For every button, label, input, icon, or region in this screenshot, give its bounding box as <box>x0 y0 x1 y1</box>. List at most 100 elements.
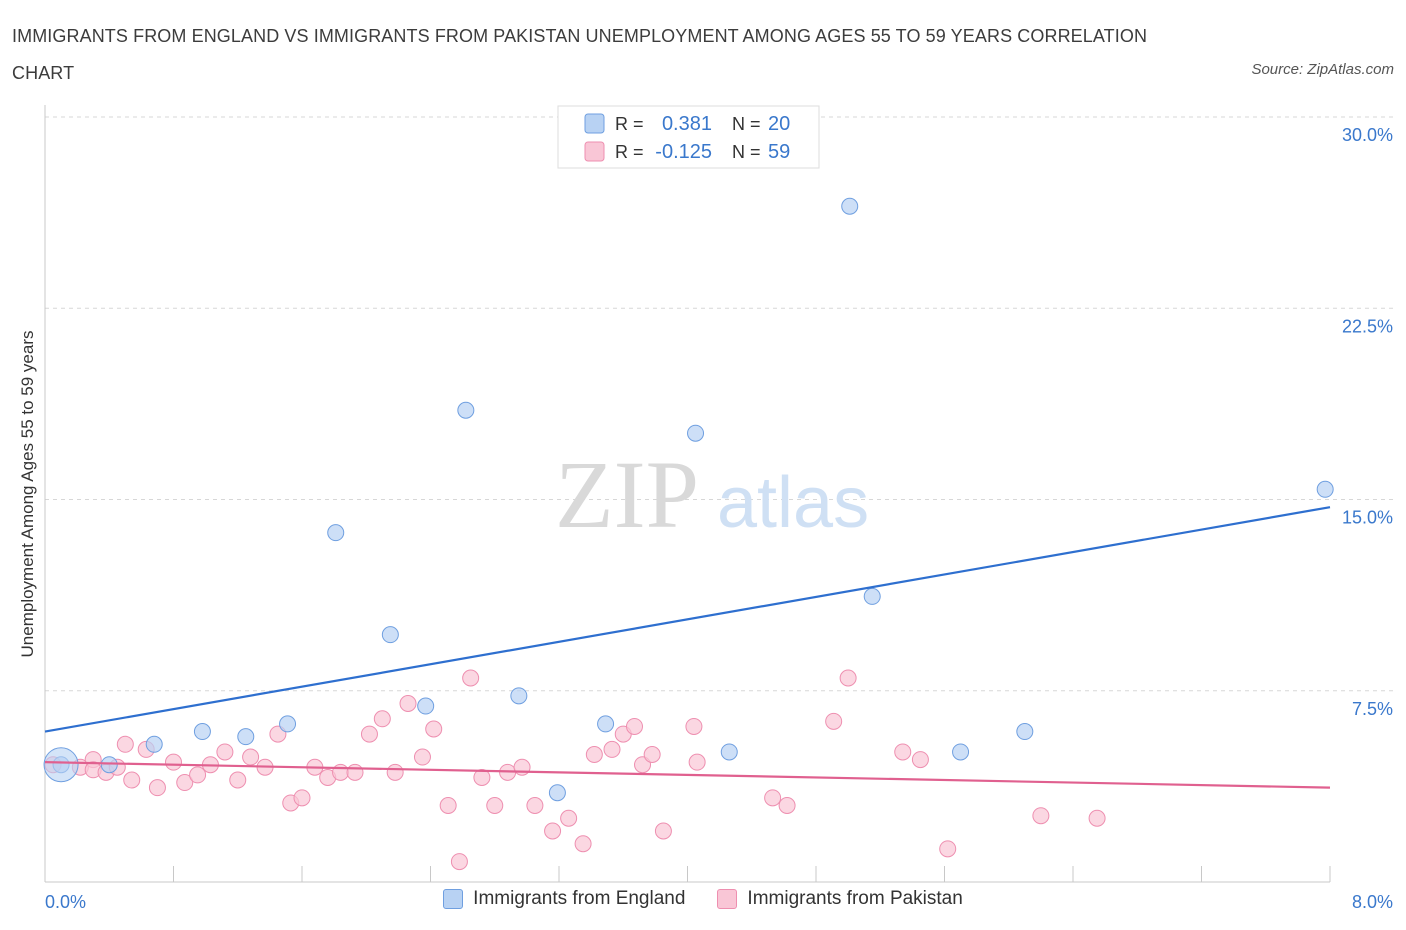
watermark-atlas: atlas <box>717 463 869 543</box>
england-point <box>687 424 705 442</box>
england-point <box>237 728 255 746</box>
pakistan-point <box>939 840 957 858</box>
y-axis-label: Unemployment Among Ages 55 to 59 years <box>18 331 37 658</box>
trend-lines <box>44 506 1331 789</box>
england-point <box>720 743 738 761</box>
pakistan-point <box>1088 809 1106 827</box>
pakistan-point <box>176 774 194 792</box>
england-point <box>597 715 615 733</box>
england-trend-line <box>44 506 1331 733</box>
pakistan-point <box>242 748 260 766</box>
pakistan-point <box>165 753 182 771</box>
series-legend: Immigrants from England Immigrants from … <box>0 888 1406 910</box>
pakistan-point <box>513 758 531 776</box>
pakistan-point <box>688 753 706 771</box>
pakistan-point <box>148 779 166 797</box>
england-point <box>100 756 118 774</box>
stats-r-label-pakistan: R = <box>615 142 644 162</box>
pakistan-point <box>825 712 843 730</box>
pakistan-point <box>526 797 544 814</box>
pakistan-point <box>544 822 562 840</box>
pakistan-points <box>44 669 1106 871</box>
stats-r-label-england: R = <box>615 114 644 134</box>
pakistan-point <box>585 746 603 763</box>
stats-legend-swatch-england <box>584 113 605 134</box>
pakistan-point <box>643 746 661 763</box>
y-tick-label: 30.0% <box>1342 125 1393 145</box>
stats-legend-swatch-pakistan <box>584 141 605 162</box>
pakistan-point <box>450 853 468 871</box>
england-point <box>841 197 859 215</box>
x-tick-label-min: 0.0% <box>45 892 86 912</box>
x-tick-label-max: 8.0% <box>1352 892 1393 912</box>
pakistan-point <box>116 735 134 753</box>
pakistan-point <box>654 822 672 840</box>
england-point <box>327 524 345 542</box>
stats-n-label-pakistan: N = <box>732 142 761 162</box>
england-point <box>952 743 970 761</box>
pakistan-point <box>425 720 443 738</box>
legend-label-pakistan: Immigrants from Pakistan <box>747 888 963 909</box>
pakistan-point <box>413 748 431 766</box>
pakistan-point <box>189 766 207 784</box>
pakistan-point <box>778 797 796 814</box>
england-point <box>863 587 881 605</box>
england-points <box>43 197 1334 802</box>
stats-n-value-england: 20 <box>768 113 790 135</box>
england-point <box>457 401 475 419</box>
england-point <box>510 687 528 705</box>
england-point <box>279 715 297 733</box>
pakistan-point <box>603 740 621 758</box>
pakistan-point <box>332 763 350 781</box>
legend-item-england[interactable]: Immigrants from England <box>443 888 685 910</box>
source-label: Source: ZipAtlas.com <box>1251 61 1394 78</box>
pakistan-point <box>462 669 480 687</box>
pakistan-point <box>373 710 391 728</box>
pakistan-point <box>1032 807 1050 825</box>
england-point <box>1316 480 1334 498</box>
england-point <box>548 784 566 802</box>
y-tick-label: 7.5% <box>1352 699 1393 719</box>
pakistan-point <box>399 695 417 712</box>
stats-n-value-pakistan: 59 <box>768 141 790 163</box>
pakistan-trend-line <box>44 761 1331 789</box>
pakistan-point <box>439 797 457 814</box>
chart-title: IMMIGRANTS FROM ENGLAND VS IMMIGRANTS FR… <box>12 26 1148 83</box>
stats-legend: R = 0.381 N = 20 R = -0.125 N = 59 <box>557 105 820 169</box>
england-point <box>381 626 399 644</box>
pakistan-point <box>473 768 491 786</box>
pakistan-point <box>386 763 404 781</box>
england-point <box>417 697 435 715</box>
pakistan-point <box>486 797 504 814</box>
england-cluster-point <box>43 747 79 783</box>
y-tick-labels: 7.5% 15.0% 22.5% 30.0% <box>1342 125 1393 719</box>
pakistan-point <box>894 743 912 761</box>
y-tick-label: 15.0% <box>1342 508 1393 528</box>
pakistan-point <box>216 743 234 761</box>
stats-n-label-england: N = <box>732 114 761 134</box>
pakistan-point <box>123 771 141 789</box>
legend-swatch-pakistan <box>717 889 738 909</box>
pakistan-point <box>360 725 378 743</box>
england-point <box>193 723 211 741</box>
stats-r-value-pakistan: -0.125 <box>655 141 712 163</box>
legend-label-england: Immigrants from England <box>473 888 686 909</box>
pakistan-point <box>574 835 592 853</box>
pakistan-point <box>560 809 578 827</box>
england-point <box>1016 723 1034 741</box>
pakistan-point <box>839 669 857 687</box>
pakistan-point <box>229 771 247 789</box>
england-point <box>145 735 163 753</box>
pakistan-point <box>293 789 311 807</box>
watermark-zip: ZIP <box>555 441 699 548</box>
pakistan-point <box>625 717 643 735</box>
pakistan-point <box>764 789 782 807</box>
y-tick-label: 22.5% <box>1342 316 1393 336</box>
pakistan-point <box>911 751 929 769</box>
pakistan-point <box>685 717 703 735</box>
legend-item-pakistan[interactable]: Immigrants from Pakistan <box>717 888 963 910</box>
legend-swatch-england <box>443 889 464 909</box>
stats-r-value-england: 0.381 <box>662 113 712 135</box>
gridlines <box>45 116 1393 692</box>
